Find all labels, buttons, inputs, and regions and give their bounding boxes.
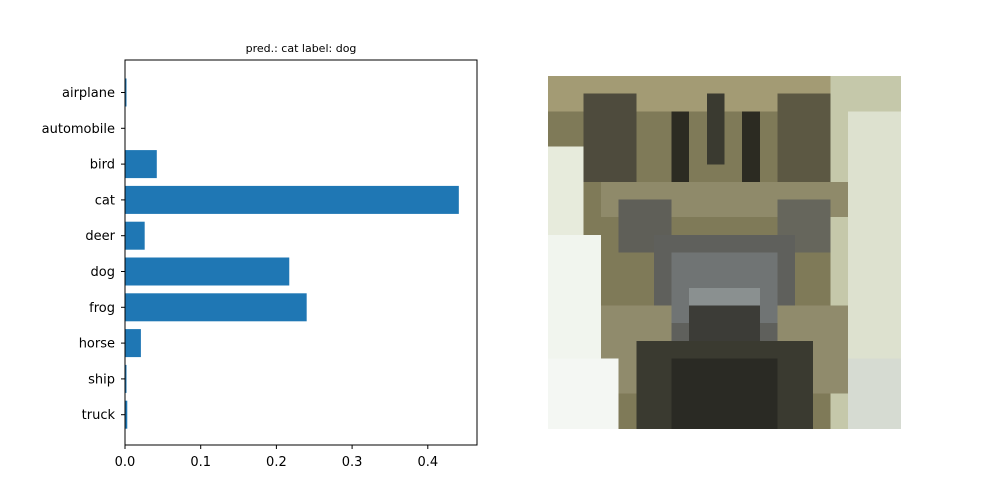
chart-title: pred.: cat label: dog (246, 42, 357, 55)
plot-frame (124, 59, 478, 446)
y-tick-label-horse: horse (79, 337, 115, 352)
bar-ship (125, 364, 127, 393)
y-tick-label-automobile: automobile (42, 122, 115, 137)
y-tick-label-dog: dog (91, 265, 115, 280)
x-tick-label: 0.0 (115, 455, 136, 470)
x-tick-label: 0.4 (417, 455, 438, 470)
y-tick-labels: airplane automobile bird cat deer dog frog hors… (42, 86, 125, 423)
bar-bird (125, 150, 157, 179)
bar-dog (125, 257, 290, 286)
y-tick-label-deer: deer (85, 229, 115, 244)
y-tick-label-truck: truck (82, 408, 116, 423)
bar-horse (125, 329, 141, 358)
bar-deer (125, 221, 145, 250)
dog-photo (548, 76, 901, 429)
y-tick-label-frog: frog (89, 301, 115, 316)
x-tick-label: 0.1 (190, 455, 211, 470)
bar-cat (125, 185, 459, 214)
bar-truck (125, 400, 128, 429)
x-ticks: 0.0 0.1 0.2 0.3 0.4 (115, 445, 438, 470)
y-tick-label-cat: cat (95, 193, 115, 208)
x-tick-label: 0.2 (266, 455, 287, 470)
y-tick-label-bird: bird (90, 158, 115, 173)
bars-group (125, 78, 459, 429)
bar-frog (125, 293, 307, 322)
x-tick-label: 0.3 (342, 455, 363, 470)
y-tick-label-airplane: airplane (62, 86, 115, 101)
bar-airplane (125, 78, 127, 107)
y-tick-label-ship: ship (88, 372, 115, 387)
